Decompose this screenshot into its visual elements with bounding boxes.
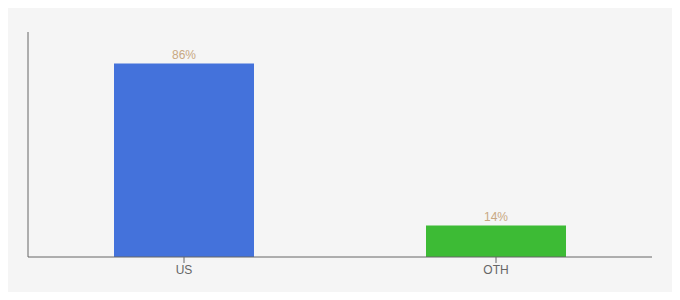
svg-text:OTH: OTH [483,263,508,277]
svg-text:86%: 86% [172,48,196,62]
svg-text:US: US [176,263,193,277]
svg-text:14%: 14% [484,210,508,224]
